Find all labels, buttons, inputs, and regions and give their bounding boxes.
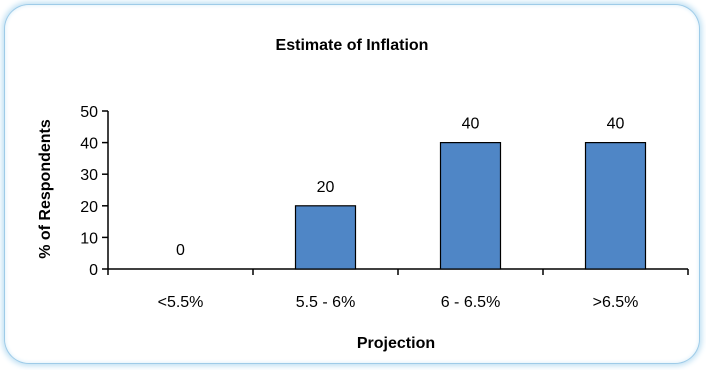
bar (584, 142, 647, 270)
y-tick-label: 40 (80, 136, 98, 153)
y-axis-title: % of Respondents (37, 119, 54, 259)
x-tick-label: 5.5 - 6% (296, 294, 356, 311)
bar (294, 205, 357, 270)
bar (439, 142, 502, 270)
x-tick-label: 6 - 6.5% (441, 294, 501, 311)
y-tick-label: 20 (80, 199, 98, 216)
data-label: 0 (176, 242, 185, 259)
y-tick-label: 50 (80, 104, 98, 121)
y-tick-label: 30 (80, 167, 98, 184)
x-tick-label: >6.5% (593, 294, 639, 311)
plot-area: 0 10 20 30 40 50 0 <5.5% 20 5.5 - 6% 40 6 - 6.5% 40 >… (80, 104, 689, 311)
y-tick-label: 0 (89, 262, 98, 279)
chart-frame (5, 5, 699, 363)
data-label: 40 (607, 116, 625, 133)
x-tick-label: <5.5% (158, 294, 204, 311)
data-label: 40 (462, 116, 480, 133)
x-axis-title: Projection (357, 335, 435, 352)
y-tick-label: 10 (80, 230, 98, 247)
chart-title: Estimate of Inflation (276, 37, 429, 54)
data-label: 20 (317, 179, 335, 196)
